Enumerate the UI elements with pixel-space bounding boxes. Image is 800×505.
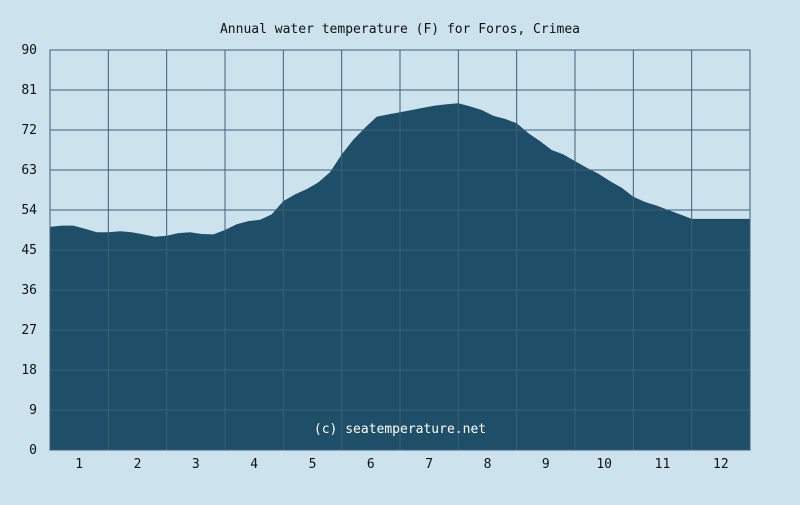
y-tick-label: 27 bbox=[21, 323, 37, 338]
x-tick-label: 9 bbox=[542, 457, 550, 472]
x-tick-label: 11 bbox=[655, 457, 671, 472]
x-tick-label: 3 bbox=[192, 457, 200, 472]
y-tick-label: 0 bbox=[29, 443, 37, 458]
watermark: (c) seatemperature.net bbox=[314, 422, 486, 437]
y-tick-label: 81 bbox=[21, 83, 37, 98]
plot-border bbox=[49, 49, 751, 451]
y-tick-label: 18 bbox=[21, 363, 37, 378]
x-tick-label: 4 bbox=[250, 457, 258, 472]
x-tick-label: 7 bbox=[425, 457, 433, 472]
x-tick-label: 5 bbox=[309, 457, 317, 472]
y-tick-label: 90 bbox=[21, 43, 37, 58]
chart-title: Annual water temperature (F) for Foros, … bbox=[220, 22, 580, 37]
y-tick-label: 45 bbox=[21, 243, 37, 258]
x-tick-label: 6 bbox=[367, 457, 375, 472]
x-tick-label: 12 bbox=[713, 457, 729, 472]
x-tick-label: 1 bbox=[75, 457, 83, 472]
y-tick-label: 36 bbox=[21, 283, 37, 298]
y-tick-label: 9 bbox=[29, 403, 37, 418]
x-tick-label: 10 bbox=[596, 457, 612, 472]
x-axis-ticks: 1 2 3 4 5 6 7 8 9 10 11 12 bbox=[75, 457, 728, 472]
y-tick-label: 54 bbox=[21, 203, 37, 218]
y-tick-label: 72 bbox=[21, 123, 37, 138]
y-tick-label: 63 bbox=[21, 163, 37, 178]
x-tick-label: 2 bbox=[134, 457, 142, 472]
y-axis-ticks: 0 9 18 27 36 45 54 63 72 81 90 bbox=[21, 43, 37, 458]
x-tick-label: 8 bbox=[484, 457, 492, 472]
